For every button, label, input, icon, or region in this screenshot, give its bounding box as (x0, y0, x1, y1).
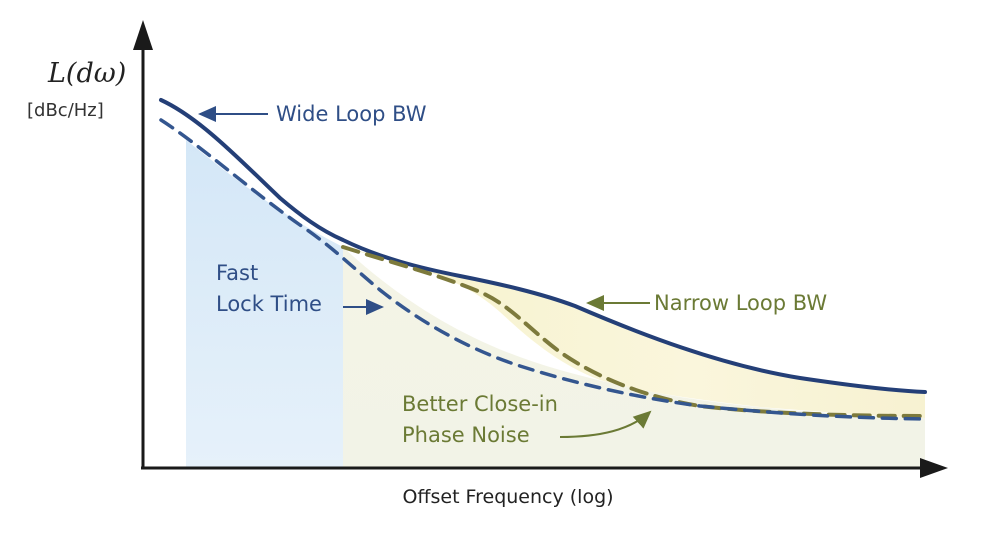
series-narrow-loop-bw (341, 245, 927, 418)
series-wide-loop-bw (159, 98, 927, 394)
better-noise-label-2: Phase Noise (402, 423, 530, 447)
x-axis-arrow (920, 458, 948, 478)
x-axis-label: Offset Frequency (log) (402, 486, 613, 508)
narrow-loop-label: Narrow Loop BW (654, 291, 827, 315)
y-axis-label: L(dω) (47, 58, 126, 89)
y-axis-arrow (133, 20, 153, 50)
fast-lock-label-1: Fast (216, 261, 258, 285)
better-noise-label-1: Better Close-in (402, 392, 558, 416)
series-wide-loop-bw-dashed (159, 118, 927, 421)
fast-lock-label-2: Lock Time (216, 292, 322, 316)
wide-loop-label: Wide Loop BW (276, 102, 427, 126)
fast-lock-region (186, 140, 343, 468)
better-noise-arrow (559, 410, 652, 438)
y-axis-unit: [dBc/Hz] (27, 100, 104, 121)
